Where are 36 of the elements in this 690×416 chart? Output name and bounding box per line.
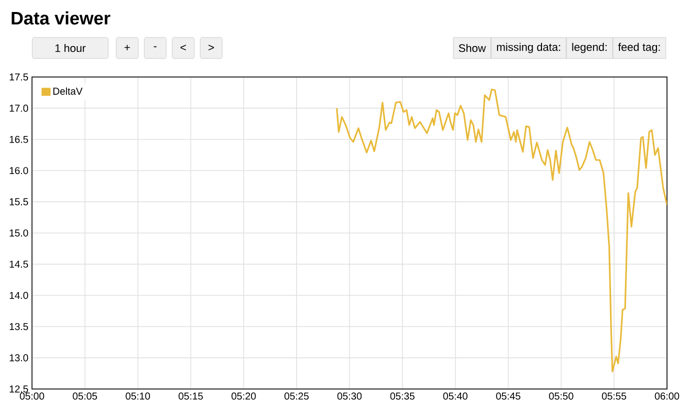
x-tick-label: 05:50 bbox=[549, 392, 574, 400]
x-tick-label: 06:00 bbox=[654, 392, 680, 400]
text: > bbox=[208, 44, 214, 50]
y-tick-label: 14.0 bbox=[10, 292, 28, 299]
text: 1 hour bbox=[55, 44, 86, 52]
x-tick-label: 05:15 bbox=[178, 392, 203, 400]
text: legend: bbox=[572, 42, 607, 54]
y-tick-label: 17.5 bbox=[10, 74, 28, 80]
y-tick-label: 13.5 bbox=[10, 323, 28, 330]
x-tick-label: 05:20 bbox=[232, 392, 256, 400]
text: < bbox=[180, 44, 186, 50]
x-tick-label: 05:05 bbox=[72, 392, 98, 400]
text: + bbox=[124, 44, 130, 50]
y-tick-label: 15.0 bbox=[10, 229, 28, 237]
y-tick-label: 16.0 bbox=[10, 167, 28, 174]
y-tick-label: 13.0 bbox=[10, 354, 28, 362]
y-tick-label: 17.0 bbox=[10, 104, 28, 112]
x-tick-label: 05:25 bbox=[284, 392, 309, 400]
x-tick-label: 05:40 bbox=[443, 392, 468, 400]
x-tick-label: 05:00 bbox=[20, 392, 44, 400]
line-series bbox=[336, 88, 668, 372]
text: Show bbox=[458, 44, 486, 52]
y-tick-label: 15.5 bbox=[10, 198, 28, 206]
y-tick-label: 14.5 bbox=[10, 260, 28, 268]
text: missing data: bbox=[497, 42, 560, 54]
text: - bbox=[154, 46, 157, 48]
legend-label: DeltaV bbox=[53, 87, 83, 95]
x-tick-label: 05:55 bbox=[602, 392, 626, 400]
x-tick-label: 05:35 bbox=[390, 392, 415, 400]
y-tick-label: 12.5 bbox=[10, 385, 28, 393]
text: feed tag: bbox=[618, 42, 660, 54]
x-tick-label: 05:10 bbox=[126, 392, 150, 400]
x-tick-label: 05:30 bbox=[337, 392, 362, 400]
chart-title: Data viewer bbox=[12, 11, 110, 25]
y-tick-label: 16.5 bbox=[10, 136, 28, 143]
x-tick-label: 05:45 bbox=[496, 392, 520, 400]
